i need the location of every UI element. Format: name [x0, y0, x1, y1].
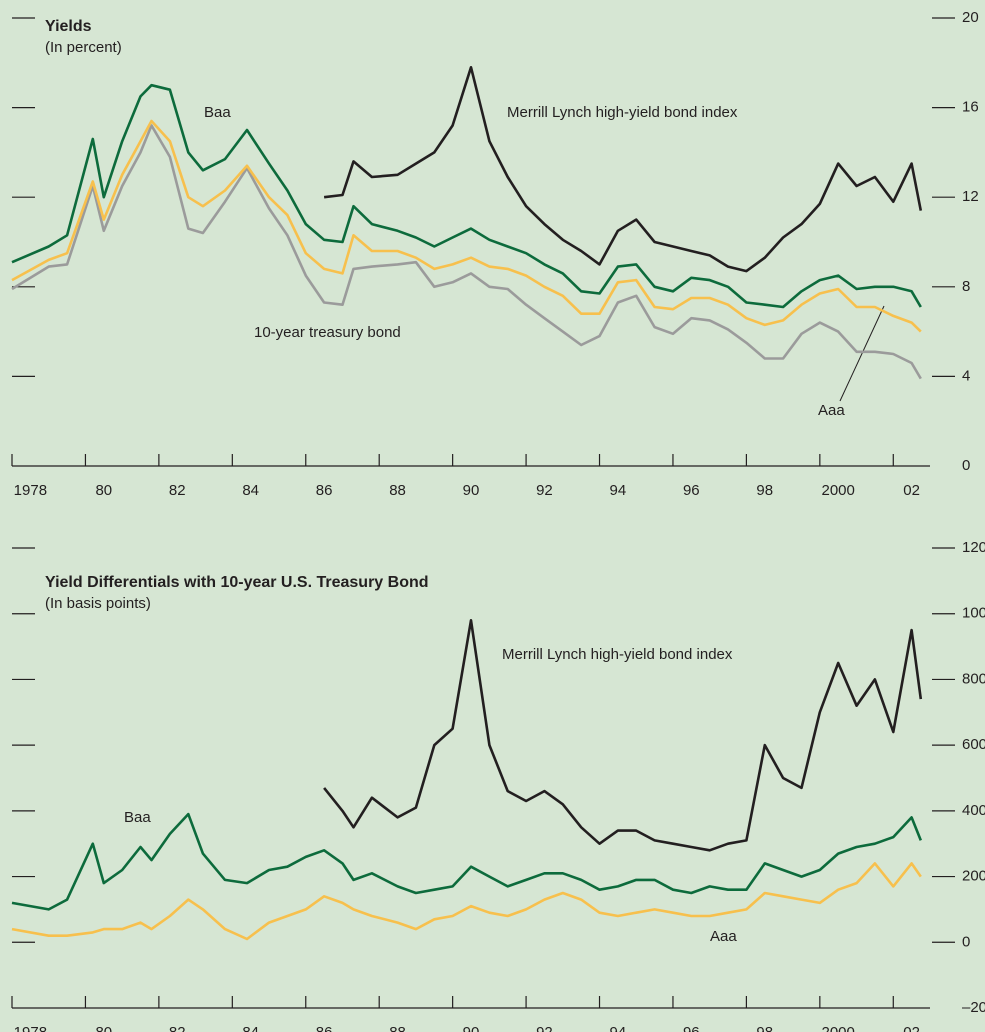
series-line: [11, 862, 922, 941]
chart-title: Yields: [45, 18, 92, 35]
chart-title: Yield Differentials with 10-year U.S. Tr…: [45, 574, 429, 591]
annotation: Merrill Lynch high-yield bond index: [507, 104, 738, 121]
x-tick-label: 90: [463, 1024, 480, 1032]
x-tick-label: 82: [169, 482, 186, 499]
x-tick-label: 86: [316, 482, 333, 499]
y-tick-label: 0: [962, 457, 970, 474]
y-tick-label: 12: [962, 188, 979, 205]
y-tick-label: 1000: [962, 605, 985, 622]
y-tick-label: 4: [962, 367, 970, 384]
annotation: 10-year treasury bond: [254, 324, 401, 341]
x-tick-label: 84: [242, 1024, 259, 1032]
x-tick-label: 94: [610, 1024, 627, 1032]
chart-subtitle: (In percent): [45, 39, 122, 56]
x-tick-label: 96: [683, 482, 700, 499]
series-line: [323, 66, 923, 273]
x-tick-label: 2000: [822, 482, 855, 499]
x-tick-label: 96: [683, 1024, 700, 1032]
y-tick-label: 16: [962, 99, 979, 116]
y-tick-label: –200: [962, 999, 985, 1016]
x-tick-label: 98: [756, 482, 773, 499]
x-tick-label: 80: [95, 1024, 112, 1032]
annotation: Merrill Lynch high-yield bond index: [502, 646, 733, 663]
x-tick-label: 98: [756, 1024, 773, 1032]
y-tick-label: 0: [962, 933, 970, 950]
leader-line: [839, 305, 885, 402]
x-tick-label: 92: [536, 482, 553, 499]
series-line: [11, 83, 922, 309]
y-tick-label: 8: [962, 278, 970, 295]
x-tick-label: 86: [316, 1024, 333, 1032]
annotation: Aaa: [818, 402, 845, 419]
y-tick-label: 200: [962, 868, 985, 885]
y-tick-label: 1200: [962, 539, 985, 556]
x-tick-label: 84: [242, 482, 259, 499]
x-tick-label: 88: [389, 1024, 406, 1032]
x-tick-label: 02: [903, 482, 920, 499]
x-tick-label: 1978: [14, 482, 47, 499]
x-tick-label: 1978: [14, 1024, 47, 1032]
x-tick-label: 80: [95, 482, 112, 499]
annotation: Aaa: [710, 928, 737, 945]
annotation: Baa: [124, 809, 151, 826]
x-tick-label: 88: [389, 482, 406, 499]
series-line: [11, 812, 923, 911]
x-tick-label: 82: [169, 1024, 186, 1032]
x-tick-label: 02: [903, 1024, 920, 1032]
series-line: [323, 619, 923, 852]
series-line: [11, 119, 922, 333]
y-tick-label: 800: [962, 670, 985, 687]
x-tick-label: 94: [610, 482, 627, 499]
annotation: Baa: [204, 104, 231, 121]
y-tick-label: 20: [962, 9, 979, 26]
chart-subtitle: (In basis points): [45, 595, 151, 612]
x-tick-label: 90: [463, 482, 480, 499]
x-tick-label: 92: [536, 1024, 553, 1032]
y-tick-label: 400: [962, 802, 985, 819]
y-tick-label: 600: [962, 736, 985, 753]
x-tick-label: 2000: [822, 1024, 855, 1032]
series-line: [11, 124, 922, 380]
